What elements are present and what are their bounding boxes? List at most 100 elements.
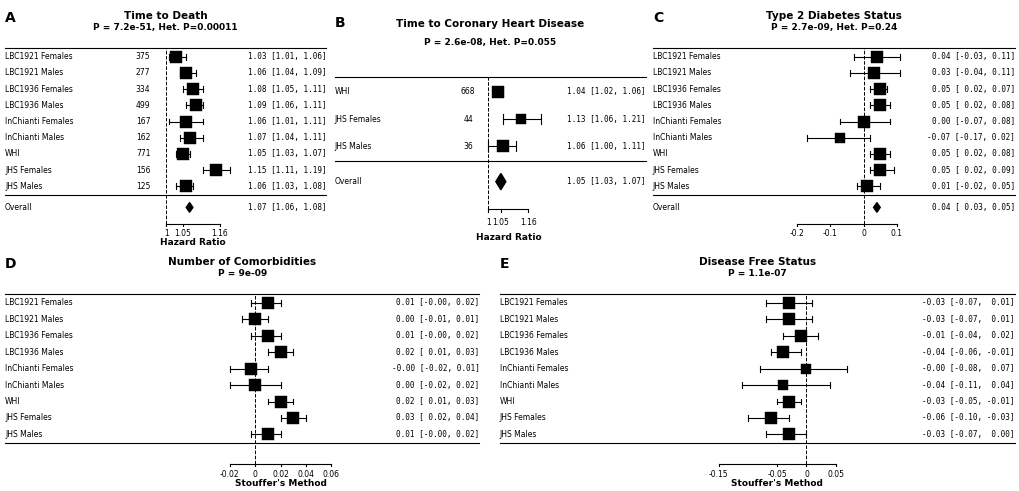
Text: 1.05 [1.03, 1.07]: 1.05 [1.03, 1.07] (567, 177, 645, 186)
Text: 0.01 [-0.00, 0.02]: 0.01 [-0.00, 0.02] (395, 331, 479, 340)
Text: Time to Coronary Heart Disease: Time to Coronary Heart Disease (395, 19, 584, 29)
Text: JHS Males: JHS Males (499, 430, 537, 439)
Text: LBC1921 Females: LBC1921 Females (499, 299, 567, 307)
Text: JHS Females: JHS Females (5, 165, 52, 175)
Text: WHI: WHI (5, 397, 20, 406)
Text: -0.04 [-0.11,  0.04]: -0.04 [-0.11, 0.04] (921, 381, 1014, 389)
Text: JHS Males: JHS Males (5, 430, 43, 439)
Text: 0.00 [-0.01, 0.01]: 0.00 [-0.01, 0.01] (395, 315, 479, 324)
Text: WHI: WHI (652, 149, 667, 159)
Text: B: B (334, 16, 344, 30)
Text: LBC1936 Females: LBC1936 Females (499, 331, 568, 340)
Text: -0.03 [-0.07,  0.01]: -0.03 [-0.07, 0.01] (921, 315, 1014, 324)
Text: 0.01 [-0.02, 0.05]: 0.01 [-0.02, 0.05] (930, 182, 1014, 191)
Text: 1.08 [1.05, 1.11]: 1.08 [1.05, 1.11] (248, 84, 326, 94)
Text: 0.05 [ 0.02, 0.07]: 0.05 [ 0.02, 0.07] (930, 84, 1014, 94)
Text: -0.00 [-0.02, 0.01]: -0.00 [-0.02, 0.01] (391, 364, 479, 373)
Text: LBC1936 Males: LBC1936 Males (499, 348, 557, 357)
Text: 44: 44 (463, 114, 473, 124)
Text: 0: 0 (253, 470, 258, 479)
Text: 334: 334 (136, 84, 150, 94)
Text: LBC1936 Males: LBC1936 Males (5, 101, 63, 110)
Text: LBC1921 Males: LBC1921 Males (5, 315, 63, 324)
Text: JHS Females: JHS Females (499, 413, 546, 422)
Text: -0.03 [-0.07,  0.01]: -0.03 [-0.07, 0.01] (921, 299, 1014, 307)
Text: 1.05: 1.05 (492, 218, 508, 227)
Text: Overall: Overall (652, 203, 680, 212)
Text: -0.00 [-0.08,  0.07]: -0.00 [-0.08, 0.07] (921, 364, 1014, 373)
Text: -0.02: -0.02 (220, 470, 239, 479)
Text: 0.05 [ 0.02, 0.09]: 0.05 [ 0.02, 0.09] (930, 165, 1014, 175)
Text: LBC1936 Females: LBC1936 Females (5, 84, 73, 94)
Text: 1.04 [1.02, 1.06]: 1.04 [1.02, 1.06] (567, 87, 645, 96)
Text: -0.01 [-0.04,  0.02]: -0.01 [-0.04, 0.02] (921, 331, 1014, 340)
Text: 1.06 [1.00, 1.11]: 1.06 [1.00, 1.11] (567, 142, 645, 151)
Text: 0.03 [ 0.02, 0.04]: 0.03 [ 0.02, 0.04] (395, 413, 479, 422)
Text: 0.05 [ 0.02, 0.08]: 0.05 [ 0.02, 0.08] (930, 149, 1014, 159)
Text: -0.1: -0.1 (822, 229, 837, 238)
Text: 0.05 [ 0.02, 0.08]: 0.05 [ 0.02, 0.08] (930, 101, 1014, 110)
Text: 0: 0 (860, 229, 865, 238)
Text: 1.15 [1.11, 1.19]: 1.15 [1.11, 1.19] (248, 165, 326, 175)
Text: LBC1921 Males: LBC1921 Males (5, 68, 63, 78)
Text: P = 1.1e-07: P = 1.1e-07 (728, 269, 786, 278)
Text: 1: 1 (485, 218, 490, 227)
Text: 0.00 [-0.02, 0.02]: 0.00 [-0.02, 0.02] (395, 381, 479, 389)
Text: 36: 36 (463, 142, 473, 151)
Text: Stouffer's Method: Stouffer's Method (234, 479, 326, 488)
Text: 375: 375 (136, 52, 150, 61)
Text: 156: 156 (136, 165, 150, 175)
Text: 0.03 [-0.04, 0.11]: 0.03 [-0.04, 0.11] (930, 68, 1014, 78)
Text: LBC1921 Females: LBC1921 Females (5, 52, 72, 61)
Text: 277: 277 (136, 68, 150, 78)
Text: LBC1936 Females: LBC1936 Females (652, 84, 720, 94)
Text: Stouffer's Method: Stouffer's Method (731, 479, 822, 488)
Text: JHS Males: JHS Males (652, 182, 690, 191)
Text: InChianti Males: InChianti Males (652, 133, 711, 142)
Text: 1: 1 (164, 229, 168, 238)
Polygon shape (495, 173, 505, 190)
Text: P = 2.6e-08, Het. P=0.055: P = 2.6e-08, Het. P=0.055 (424, 38, 555, 48)
Text: -0.07 [-0.17, 0.02]: -0.07 [-0.17, 0.02] (926, 133, 1014, 142)
Text: InChianti Females: InChianti Females (499, 364, 568, 373)
Text: C: C (652, 11, 662, 26)
Text: D: D (5, 257, 16, 271)
Text: InChianti Males: InChianti Males (5, 133, 64, 142)
Text: Hazard Ratio: Hazard Ratio (160, 238, 225, 247)
Text: -0.05: -0.05 (766, 470, 787, 479)
Text: -0.03 [-0.05, -0.01]: -0.03 [-0.05, -0.01] (921, 397, 1014, 406)
Polygon shape (872, 203, 879, 212)
Text: A: A (5, 11, 16, 26)
Text: 0.1: 0.1 (890, 229, 902, 238)
Text: Overall: Overall (5, 203, 33, 212)
Text: InChianti Males: InChianti Males (499, 381, 558, 389)
Text: 0.05: 0.05 (826, 470, 844, 479)
Text: InChianti Females: InChianti Females (5, 117, 73, 126)
Text: LBC1936 Males: LBC1936 Males (652, 101, 710, 110)
Text: Type 2 Diabetes Status: Type 2 Diabetes Status (765, 11, 901, 21)
Text: InChianti Females: InChianti Females (5, 364, 73, 373)
Text: LBC1921 Females: LBC1921 Females (652, 52, 719, 61)
Text: P = 9e-09: P = 9e-09 (217, 269, 267, 278)
Text: JHS Females: JHS Females (334, 114, 381, 124)
Text: 771: 771 (136, 149, 150, 159)
Text: 0.02 [ 0.01, 0.03]: 0.02 [ 0.01, 0.03] (395, 348, 479, 357)
Text: 0.01 [-0.00, 0.02]: 0.01 [-0.00, 0.02] (395, 430, 479, 439)
Text: InChianti Females: InChianti Females (652, 117, 720, 126)
Text: -0.03 [-0.07,  0.00]: -0.03 [-0.07, 0.00] (921, 430, 1014, 439)
Text: 1.05: 1.05 (174, 229, 192, 238)
Text: 1.03 [1.01, 1.06]: 1.03 [1.01, 1.06] (248, 52, 326, 61)
Text: WHI: WHI (499, 397, 515, 406)
Text: -0.2: -0.2 (789, 229, 804, 238)
Text: 0.02: 0.02 (272, 470, 288, 479)
Text: 1.05 [1.03, 1.07]: 1.05 [1.03, 1.07] (248, 149, 326, 159)
Text: 0.04 [ 0.03, 0.05]: 0.04 [ 0.03, 0.05] (930, 203, 1014, 212)
Text: Overall: Overall (334, 177, 362, 186)
Text: 1.09 [1.06, 1.11]: 1.09 [1.06, 1.11] (248, 101, 326, 110)
Text: LBC1921 Females: LBC1921 Females (5, 299, 72, 307)
Text: 0.01 [-0.00, 0.02]: 0.01 [-0.00, 0.02] (395, 299, 479, 307)
Text: E: E (499, 257, 508, 271)
Text: 0: 0 (803, 470, 808, 479)
Text: P = 7.2e-51, Het. P=0.00011: P = 7.2e-51, Het. P=0.00011 (94, 23, 237, 32)
Text: -0.04 [-0.06, -0.01]: -0.04 [-0.06, -0.01] (921, 348, 1014, 357)
